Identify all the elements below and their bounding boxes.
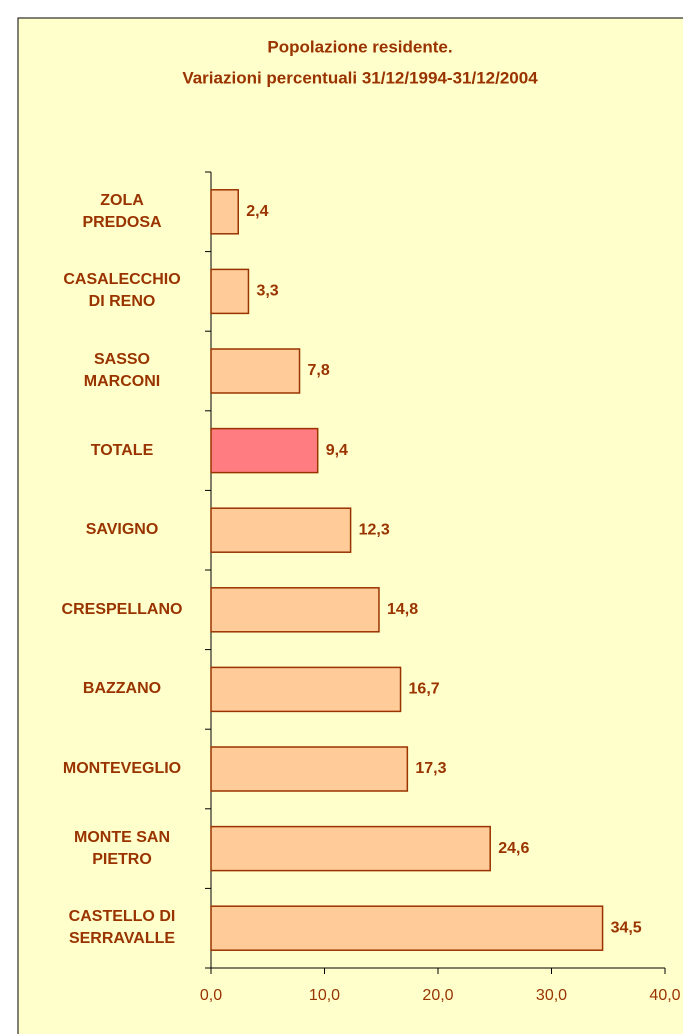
bar [210,587,380,633]
bar [210,746,409,792]
value-label: 3,3 [256,283,278,300]
value-label: 17,3 [415,760,446,777]
value-label: 16,7 [409,681,440,698]
chart-title: Popolazione residente. [267,37,452,56]
y-tick-label: BAZZANO [82,680,162,698]
bar [210,507,352,553]
y-tick-label: SAVIGNO [85,521,159,539]
bar [210,268,250,315]
y-tick-label: CRESPELLANO [61,600,183,618]
x-tick-label: 40,0 [649,987,680,1004]
y-tick-label: CASALECCHIO DI RENO [63,271,181,311]
value-label: 24,6 [498,840,529,857]
x-tick-label: 0,0 [200,987,222,1004]
y-tick-label: MONTE SAN PIETRO [74,828,170,868]
chart-subtitle: Variazioni percentuali 31/12/1994-31/12/… [182,68,538,87]
y-tick-label: SASSO MARCONI [83,351,161,390]
bar [210,905,604,951]
bar [210,427,319,474]
y-tick-label: CASTELLO DI SERRAVALLE [68,908,176,948]
value-label: 7,8 [308,362,330,379]
value-label: 34,5 [611,919,642,936]
bar [210,666,402,713]
value-label: 9,4 [326,442,348,459]
y-tick-label: ZOLA PREDOSA [82,191,162,231]
x-tick-label: 20,0 [422,987,453,1004]
value-label: 12,3 [359,521,390,538]
value-label: 2,4 [246,203,268,220]
y-tick-label: MONTEVEGLIO [62,760,182,777]
bar [210,825,491,872]
x-tick-label: 10,0 [309,987,340,1004]
bar [210,189,239,235]
x-tick-label: 30,0 [536,987,567,1004]
bar [210,348,301,394]
value-label: 14,8 [387,601,418,618]
y-tick-label: TOTALE [90,441,154,459]
